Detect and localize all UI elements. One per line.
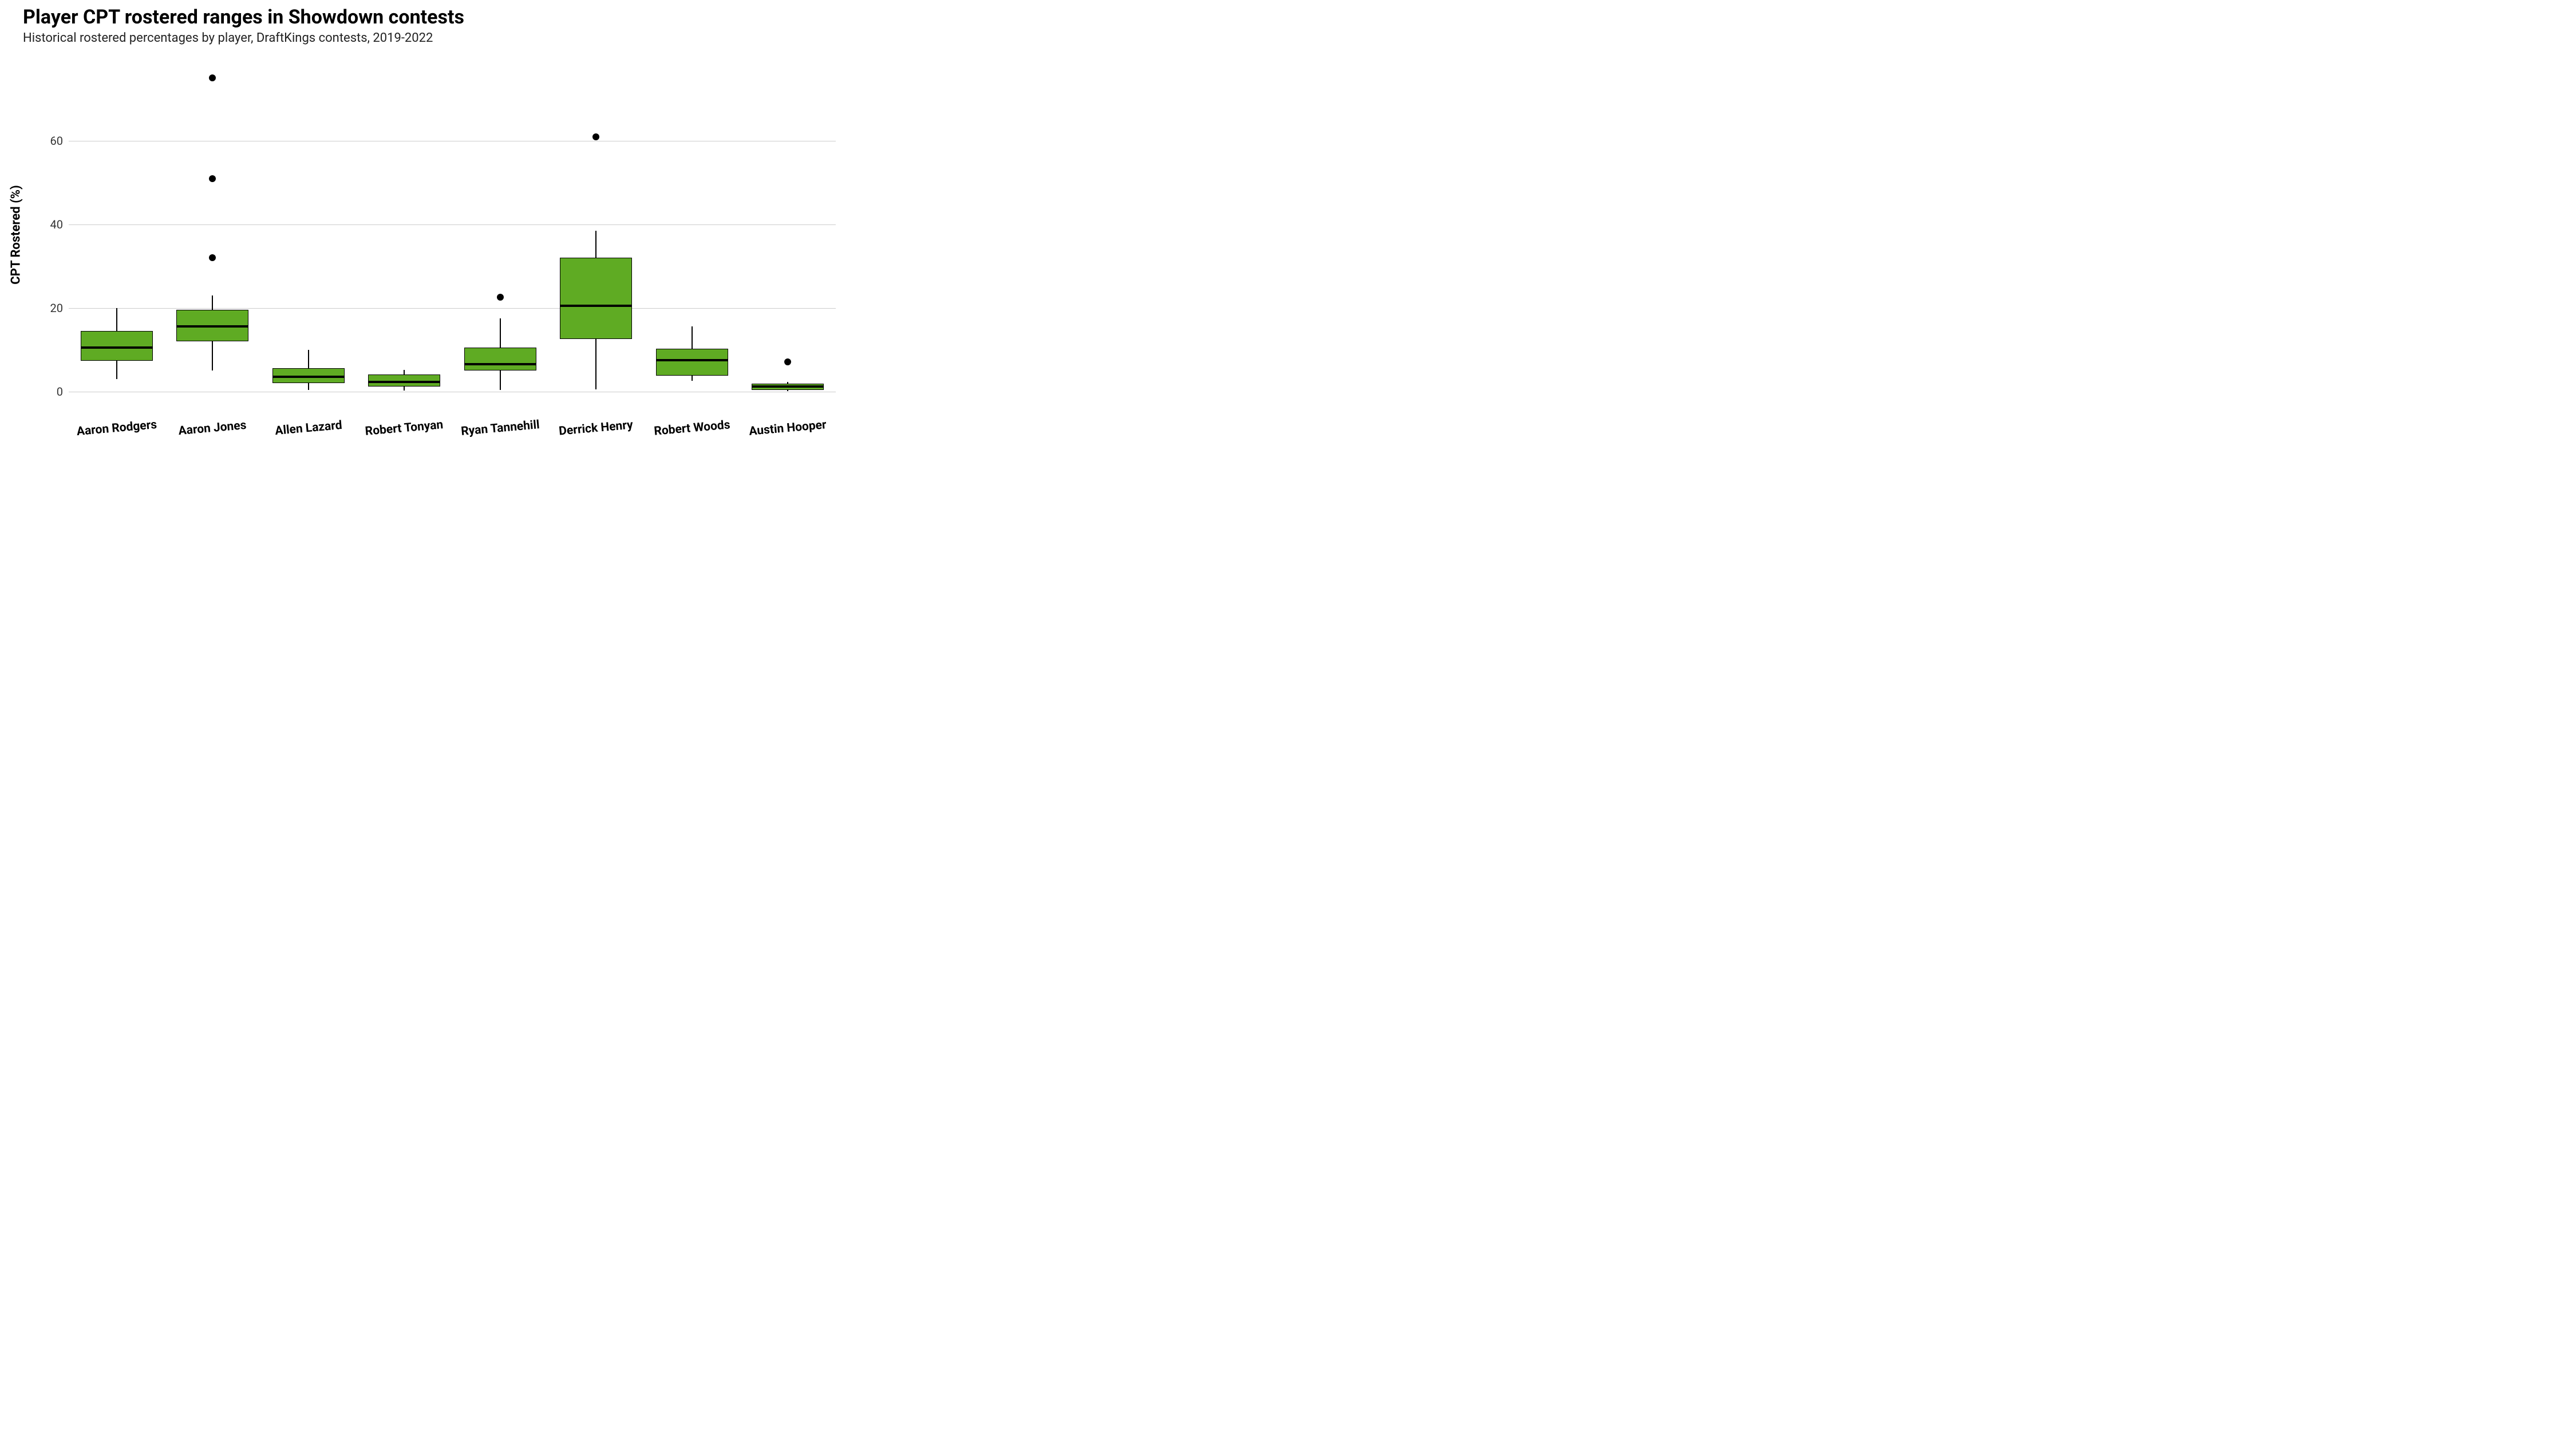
y-tick-label: 20 — [50, 301, 69, 315]
outlier-point — [592, 133, 599, 140]
whisker-high — [595, 231, 596, 258]
whisker-low — [595, 339, 596, 389]
median-line — [560, 305, 632, 307]
y-tick-label: 40 — [50, 218, 69, 231]
x-tick-label: Aaron Jones — [178, 419, 247, 438]
chart-subtitle: Historical rostered percentages by playe… — [23, 31, 433, 45]
median-line — [176, 325, 248, 328]
whisker-high — [212, 295, 213, 310]
whisker-high — [116, 308, 117, 331]
chart-container: Player CPT rostered ranges in Showdown c… — [0, 0, 859, 481]
x-tick-label: Allen Lazard — [274, 419, 342, 438]
whisker-high — [404, 370, 405, 375]
box-ryan-tannehill — [464, 57, 536, 412]
whisker-low — [500, 370, 501, 390]
median-line — [272, 376, 345, 378]
x-tick-label: Austin Hooper — [749, 418, 827, 439]
whisker-high — [692, 326, 693, 349]
y-tick-label: 60 — [50, 134, 69, 148]
whisker-low — [116, 361, 117, 379]
median-line — [656, 359, 728, 361]
box-aaron-jones — [176, 57, 248, 412]
whisker-low — [308, 383, 309, 390]
median-line — [368, 381, 440, 383]
box-derrick-henry — [560, 57, 632, 412]
box-austin-hooper — [752, 57, 824, 412]
outlier-point — [784, 358, 791, 365]
x-tick-label: Aaron Rodgers — [76, 418, 157, 439]
box-robert-tonyan — [368, 57, 440, 412]
outlier-point — [497, 294, 504, 301]
y-axis-title: CPT Rostered (%) — [9, 185, 23, 285]
median-line — [464, 363, 536, 365]
whisker-high — [500, 318, 501, 348]
y-tick-label: 0 — [57, 385, 69, 399]
chart-title: Player CPT rostered ranges in Showdown c… — [23, 6, 464, 29]
box-allen-lazard — [272, 57, 345, 412]
whisker-low — [692, 376, 693, 381]
whisker-low — [787, 390, 788, 391]
box-rect — [464, 348, 536, 370]
outlier-point — [209, 74, 216, 81]
box-rect — [560, 258, 632, 339]
x-tick-label: Ryan Tannehill — [460, 418, 540, 439]
whisker-low — [404, 387, 405, 391]
x-tick-label: Derrick Henry — [559, 418, 634, 438]
box-rect — [656, 349, 728, 376]
whisker-low — [212, 341, 213, 370]
box-aaron-rodgers — [81, 57, 153, 412]
outlier-point — [209, 254, 216, 261]
x-tick-label: Robert Woods — [653, 418, 730, 439]
box-robert-woods — [656, 57, 728, 412]
median-line — [81, 346, 153, 349]
x-tick-label: Robert Tonyan — [365, 418, 444, 439]
outlier-point — [209, 175, 216, 182]
whisker-high — [308, 350, 309, 369]
median-line — [752, 385, 824, 388]
plot-area: 0204060Aaron RodgersAaron JonesAllen Laz… — [69, 57, 836, 412]
